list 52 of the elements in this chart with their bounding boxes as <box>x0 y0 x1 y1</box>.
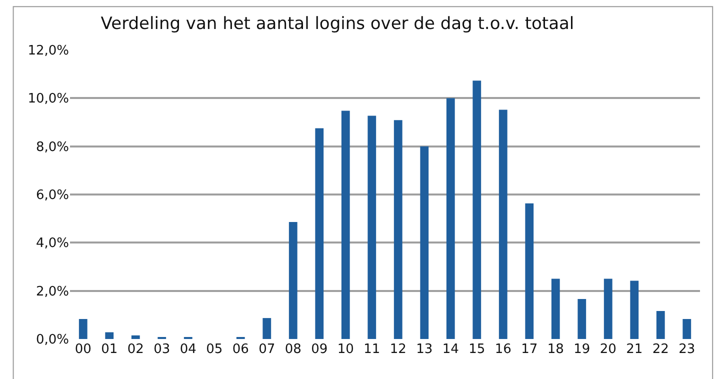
bar <box>682 319 692 339</box>
y-tick-label: 0,0% <box>36 332 69 348</box>
x-tick-label: 08 <box>284 342 302 357</box>
y-tick-label: 4,0% <box>36 236 69 252</box>
bar <box>262 318 272 339</box>
x-tick-label: 01 <box>101 342 118 357</box>
x-tick-label: 23 <box>678 342 696 357</box>
x-tick-label: 04 <box>180 342 196 357</box>
bar <box>472 80 482 339</box>
bar <box>420 146 429 339</box>
y-tick-label: 2,0% <box>36 284 69 300</box>
bar <box>288 222 298 339</box>
bar <box>394 120 402 339</box>
bar <box>78 319 88 339</box>
x-tick-label: 13 <box>416 342 433 357</box>
bar <box>525 203 534 339</box>
x-tick-label: 10 <box>337 342 354 357</box>
x-tick-label: 22 <box>652 342 669 357</box>
x-tick-label: 02 <box>127 342 144 357</box>
x-tick-label: 19 <box>574 342 590 357</box>
x-tick-label: 14 <box>442 342 459 357</box>
bar <box>105 332 114 339</box>
bar <box>341 110 350 339</box>
x-tick-label: 15 <box>468 342 486 357</box>
x-tick-label: 09 <box>311 342 328 357</box>
bar <box>446 98 455 339</box>
y-tick-label: 10,0% <box>28 92 69 107</box>
x-tick-label: 21 <box>626 342 643 357</box>
bar <box>656 311 665 339</box>
x-tick-label: 18 <box>547 342 564 357</box>
bar <box>578 299 586 339</box>
x-tick-label: 03 <box>154 342 170 357</box>
bar <box>630 280 639 339</box>
x-tick-label: 16 <box>494 342 512 357</box>
bar <box>498 110 508 339</box>
x-tick-label: 17 <box>521 342 538 357</box>
x-tick-label: 07 <box>258 342 276 357</box>
chart-title: Verdeling van het aantal logins over de dag t.o.v. totaal <box>100 14 574 34</box>
y-tick-label: 6,0% <box>36 188 69 204</box>
x-tick-label: 05 <box>206 342 223 357</box>
bar <box>551 278 560 339</box>
bar <box>368 116 376 339</box>
x-tick-label: 20 <box>600 342 616 357</box>
y-tick-label: 12,0% <box>28 44 69 59</box>
x-tick-label: 06 <box>232 342 249 357</box>
y-tick-label: 8,0% <box>36 140 69 155</box>
x-tick-label: 11 <box>364 342 380 357</box>
bar <box>315 128 324 339</box>
bar <box>604 278 612 339</box>
x-tick-label: 00 <box>74 342 92 357</box>
bar <box>131 335 140 339</box>
x-tick-label: 12 <box>390 342 406 357</box>
